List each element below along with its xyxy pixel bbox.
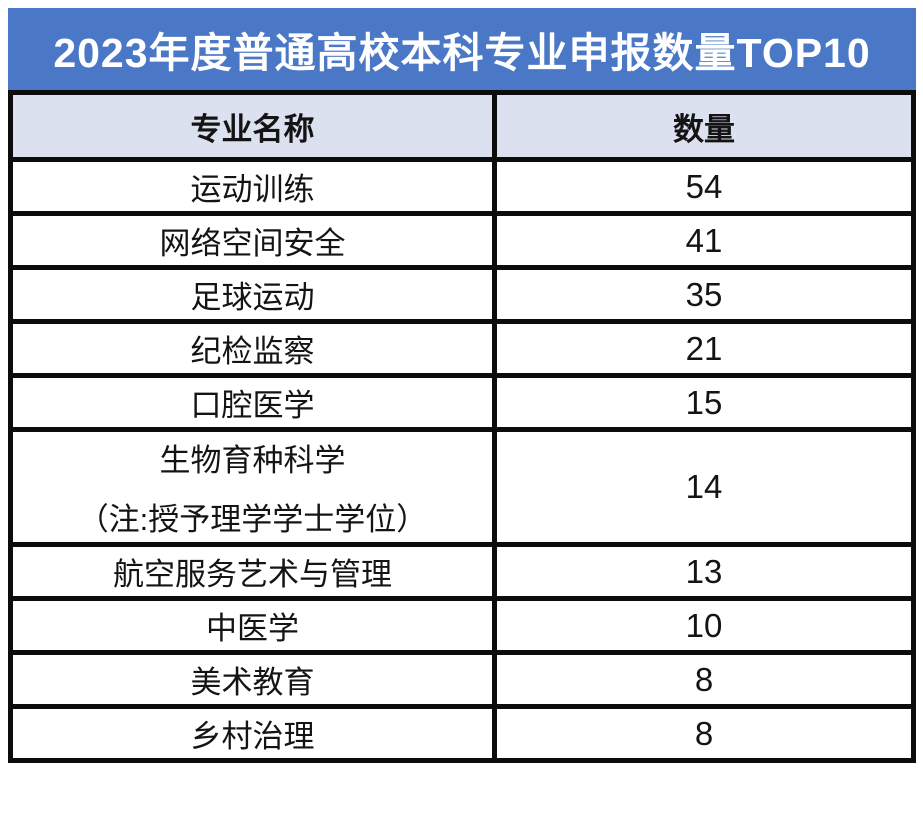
major-name: 生物育种科学 <box>159 443 346 478</box>
major-cell: 口腔医学 <box>8 373 497 432</box>
major-cell: 足球运动 <box>8 265 497 324</box>
count-cell: 8 <box>492 704 916 763</box>
table-row: 纪检监察 21 <box>8 319 916 378</box>
count-cell: 15 <box>492 373 916 432</box>
count-cell: 21 <box>492 319 916 378</box>
table-row: 航空服务艺术与管理 13 <box>8 542 916 601</box>
major-cell: 运动训练 <box>8 157 497 216</box>
major-cell: 生物育种科学 （注:授予理学学士学位） <box>8 427 497 547</box>
top10-table: 专业名称 数量 运动训练 54 网络空间安全 41 足球运动 35 纪检监察 2… <box>8 90 916 763</box>
report-title-bar: 2023年度普通高校本科专业申报数量TOP10 <box>8 8 916 90</box>
major-cell: 中医学 <box>8 596 497 655</box>
column-header-count: 数量 <box>492 90 916 162</box>
major-cell: 美术教育 <box>8 650 497 709</box>
table-row: 生物育种科学 （注:授予理学学士学位） 14 <box>8 427 916 547</box>
count-cell: 8 <box>492 650 916 709</box>
table-row: 网络空间安全 41 <box>8 211 916 270</box>
count-cell: 41 <box>492 211 916 270</box>
table-row: 口腔医学 15 <box>8 373 916 432</box>
count-cell: 13 <box>492 542 916 601</box>
table-row: 运动训练 54 <box>8 157 916 216</box>
major-note: （注:授予理学学士学位） <box>77 502 428 537</box>
major-cell: 网络空间安全 <box>8 211 497 270</box>
count-cell: 10 <box>492 596 916 655</box>
table-row: 足球运动 35 <box>8 265 916 324</box>
major-cell: 乡村治理 <box>8 704 497 763</box>
count-cell: 35 <box>492 265 916 324</box>
major-cell: 纪检监察 <box>8 319 497 378</box>
column-header-major: 专业名称 <box>8 90 497 162</box>
table-row: 中医学 10 <box>8 596 916 655</box>
count-cell: 14 <box>492 427 916 547</box>
count-cell: 54 <box>492 157 916 216</box>
table-row: 乡村治理 8 <box>8 704 916 763</box>
header-row: 专业名称 数量 <box>8 90 916 162</box>
report-title: 2023年度普通高校本科专业申报数量TOP10 <box>53 30 871 76</box>
table-row: 美术教育 8 <box>8 650 916 709</box>
major-cell: 航空服务艺术与管理 <box>8 542 497 601</box>
